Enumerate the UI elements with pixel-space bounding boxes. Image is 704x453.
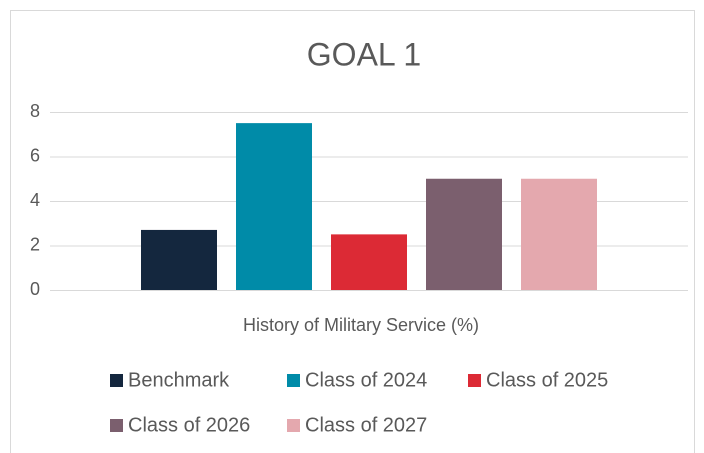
bar (236, 123, 312, 290)
legend-label: Class of 2024 (305, 369, 427, 391)
y-tick-label: 2 (30, 234, 40, 254)
bar (141, 229, 217, 290)
legend-swatch (110, 419, 123, 432)
legend-label: Class of 2026 (128, 414, 250, 436)
y-tick-label: 8 (30, 101, 40, 121)
legend-label: Class of 2027 (305, 414, 427, 436)
chart-title: GOAL 1 (307, 36, 421, 72)
bar (331, 234, 407, 290)
legend-swatch (287, 419, 300, 432)
bar (521, 178, 597, 290)
y-tick-label: 0 (30, 279, 40, 299)
legend-swatch (110, 374, 123, 387)
x-tick-label: History of Military Service (%) (243, 315, 479, 335)
y-tick-label: 6 (30, 145, 40, 165)
y-tick-label: 4 (30, 190, 40, 210)
legend-swatch (468, 374, 481, 387)
bar (426, 178, 502, 290)
legend-label: Class of 2025 (486, 369, 608, 391)
legend-label: Benchmark (128, 369, 230, 391)
legend-swatch (287, 374, 300, 387)
